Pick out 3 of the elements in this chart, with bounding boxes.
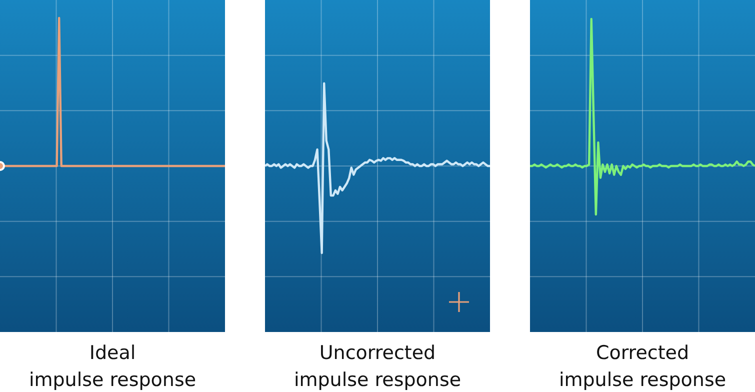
text: Uncorrected impulse response bbox=[292, 341, 462, 392]
text: Corrected impulse response bbox=[558, 341, 728, 392]
text: Ideal impulse response bbox=[28, 341, 198, 392]
